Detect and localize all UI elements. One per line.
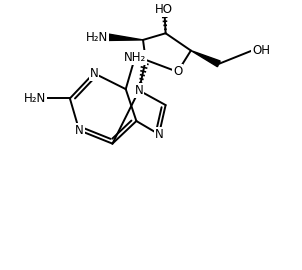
Text: N: N [89, 67, 98, 80]
Polygon shape [191, 50, 220, 67]
Text: O: O [173, 65, 182, 78]
Text: H₂N: H₂N [24, 92, 47, 105]
Text: N: N [75, 124, 84, 137]
Text: NH₂: NH₂ [124, 51, 146, 64]
Text: OH: OH [252, 44, 270, 57]
Text: H₂N: H₂N [86, 31, 108, 44]
Polygon shape [108, 34, 143, 40]
Text: HO: HO [155, 3, 173, 16]
Text: N: N [135, 84, 143, 97]
Text: N: N [155, 128, 163, 141]
